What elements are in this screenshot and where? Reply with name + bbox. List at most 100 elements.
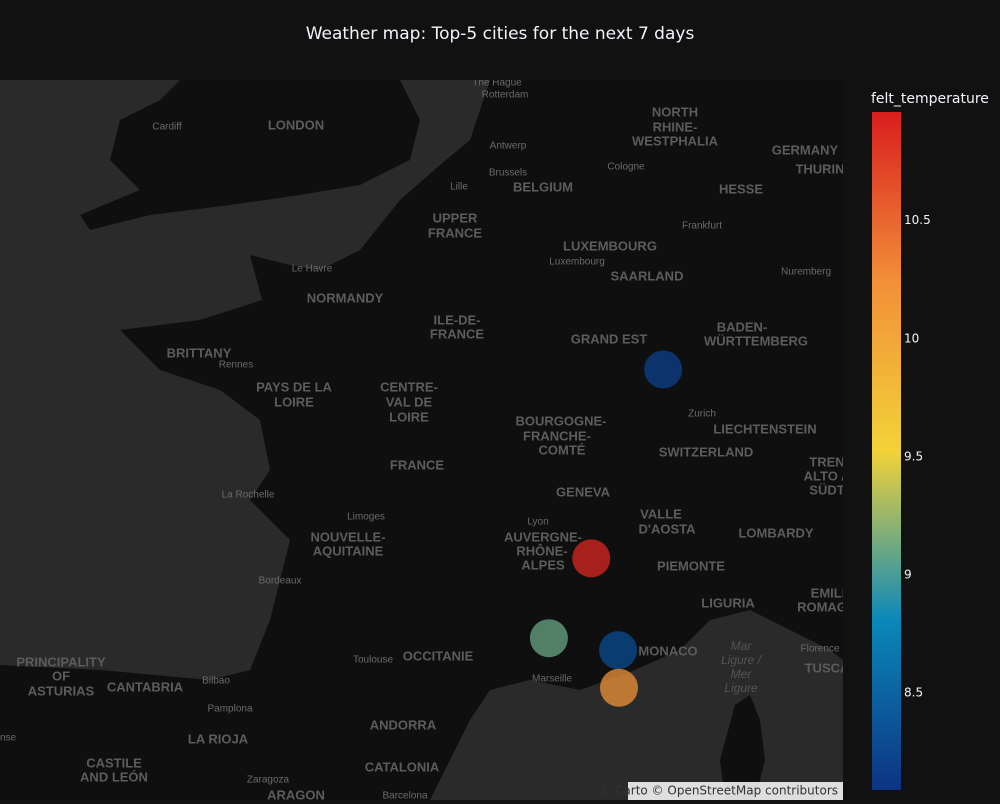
map-label: Mar xyxy=(731,639,753,653)
map-label: Limoges xyxy=(347,512,385,523)
colorbar-title: felt_temperature xyxy=(871,91,989,107)
map-label: FRANCE xyxy=(428,225,482,240)
city-marker xyxy=(599,668,638,707)
map-label: Lille xyxy=(450,182,468,193)
city-marker xyxy=(529,619,568,658)
map-label: BOURGOGNE- xyxy=(516,413,607,428)
colorbar-tick-label: 9.5 xyxy=(904,449,923,463)
colorbar-tick-label: 10 xyxy=(904,331,919,345)
map-label: FRANCE xyxy=(390,457,444,472)
map-label: CASTILE xyxy=(86,755,142,770)
map-label: Nuremberg xyxy=(781,267,831,278)
city-marker xyxy=(599,631,638,670)
colorbar-tick-label: 10.5 xyxy=(904,213,931,227)
map-label: ALPES xyxy=(521,557,565,572)
map-label: CATALONIA xyxy=(365,759,440,774)
map-label: Zaragoza xyxy=(247,775,290,786)
map-label: Cologne xyxy=(607,162,645,173)
map-label: LIGURIA xyxy=(701,595,755,610)
map-label: LOIRE xyxy=(274,394,314,409)
map-label: TUSCA xyxy=(805,660,850,675)
map-label: MONACO xyxy=(638,643,697,658)
map-label: ANDORRA xyxy=(370,717,437,732)
map-label: AQUITAINE xyxy=(313,543,384,558)
map-label: GENEVA xyxy=(556,484,611,499)
map-label: Pamplona xyxy=(207,704,252,715)
city-marker xyxy=(572,539,611,578)
map-label: Le Havre xyxy=(292,264,333,275)
map-label: EMILI xyxy=(811,585,846,600)
map-label: Rennes xyxy=(219,360,253,371)
corsica xyxy=(720,695,765,800)
map-label: ALTO A xyxy=(804,468,851,483)
map-label: SAARLAND xyxy=(611,268,684,283)
map-label: Florence xyxy=(801,644,840,655)
map-label: nse xyxy=(0,733,16,744)
map-label: Brussels xyxy=(489,168,527,179)
map-label: ARAGON xyxy=(267,787,325,800)
map-label: OF xyxy=(52,668,70,683)
map-label: LOMBARDY xyxy=(738,525,813,540)
map-label: Lyon xyxy=(527,517,548,528)
map-label: Mer xyxy=(731,667,753,681)
map-label: Bordeaux xyxy=(259,576,302,587)
map-label: Cardiff xyxy=(152,122,181,133)
map-label: WÜRTTEMBERG xyxy=(704,333,808,348)
chart-title: Weather map: Top-5 cities for the next 7… xyxy=(306,24,695,44)
map-label: GRAND EST xyxy=(571,331,648,346)
map-label: Zurich xyxy=(688,409,716,420)
map-label: BRITTANY xyxy=(167,345,232,360)
map-label: Barcelona xyxy=(382,791,427,800)
map-label: VAL DE xyxy=(386,394,433,409)
map-label: PRINCIPALITY xyxy=(16,654,106,669)
map-label: LA RIOJA xyxy=(188,731,249,746)
map-label: FRANCE xyxy=(430,326,484,341)
map-label: Frankfurt xyxy=(682,221,722,232)
map-label: CANTABRIA xyxy=(107,679,184,694)
map-label: OCCITANIE xyxy=(403,648,474,663)
colorbar xyxy=(872,112,901,790)
map-label: The Hague xyxy=(472,78,522,89)
map-label: PAYS DE LA xyxy=(256,379,332,394)
map-label: NOUVELLE- xyxy=(310,529,385,544)
map-label: UPPER xyxy=(433,210,478,225)
map-label: AUVERGNE- xyxy=(504,529,582,544)
map-label: BELGIUM xyxy=(513,179,573,194)
map-label: SÜDT xyxy=(809,482,844,497)
colorbar-tick-label: 9 xyxy=(904,568,912,582)
atlantic xyxy=(0,80,490,680)
map-label: D'AOSTA xyxy=(638,521,696,536)
map-label: RHÔNE- xyxy=(516,543,567,558)
map-label: VALLE xyxy=(640,506,682,521)
map-label: WESTPHALIA xyxy=(632,133,719,148)
map-label: Bilbao xyxy=(202,676,230,687)
map-label: LOIRE xyxy=(389,409,429,424)
map-label: RHINE- xyxy=(653,119,698,134)
map-label: COMTÉ xyxy=(539,442,586,457)
map-label: GERMANY xyxy=(772,142,839,157)
map-label: LUXEMBOURG xyxy=(563,238,657,253)
map-label: ASTURIAS xyxy=(28,683,95,698)
map-label: Ligure / xyxy=(721,653,763,667)
map-label: NORMANDY xyxy=(307,290,384,305)
britain xyxy=(80,80,420,230)
map-label: LIECHTENSTEIN xyxy=(713,421,816,436)
map-label: Toulouse xyxy=(353,655,393,666)
map-label: LONDON xyxy=(268,117,324,132)
markers xyxy=(529,350,683,707)
map-label: CENTRE- xyxy=(380,379,438,394)
map-label: Antwerp xyxy=(490,141,527,152)
map-label: AND LEÓN xyxy=(80,769,148,784)
map-label: Luxembourg xyxy=(549,257,605,268)
map-label: ROMAG xyxy=(797,599,847,614)
attribution-box xyxy=(628,782,843,800)
map-label: La Rochelle xyxy=(222,490,275,501)
map-label: Marseille xyxy=(532,674,572,685)
city-marker xyxy=(644,350,683,389)
map-label: Ligure xyxy=(724,681,758,695)
attribution[interactable]: © Carto © OpenStreetMap contributors xyxy=(599,784,838,798)
